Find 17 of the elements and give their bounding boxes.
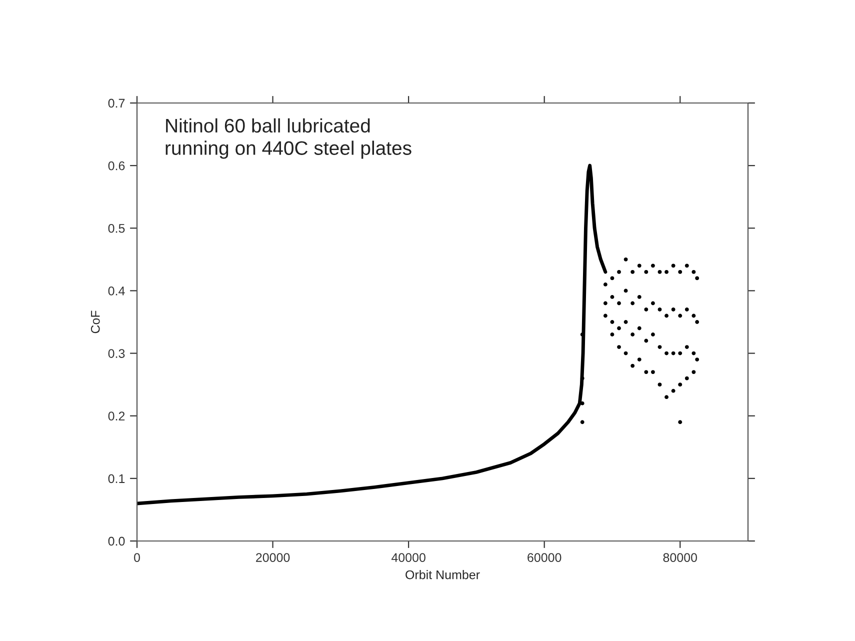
y-tick-label: 0.3: [108, 349, 125, 358]
y-tick-label: 0.6: [108, 161, 125, 170]
annotation: Nitinol 60 ball lubricated running on 440C steel plates: [166, 118, 412, 159]
line-series: [137, 164, 608, 506]
x-tick-label: 20000: [256, 553, 290, 562]
y-tick-label: 0.7: [108, 98, 125, 108]
x-tick-label: 0: [134, 553, 140, 562]
x-tick-label: 60000: [528, 553, 562, 562]
y-axis-title: CoF: [90, 310, 100, 334]
y-tick-label: 0.1: [108, 474, 125, 484]
x-tick-label: 80000: [663, 553, 698, 562]
y-tick-label: 0.0: [108, 536, 125, 546]
x-tick-label: 40000: [391, 553, 426, 562]
y-tick-label: 0.4: [108, 286, 125, 296]
x-axis-title: Orbit Number: [406, 570, 480, 580]
y-tick-label: 0.5: [108, 224, 125, 233]
y-tick-label: 0.2: [108, 412, 125, 421]
